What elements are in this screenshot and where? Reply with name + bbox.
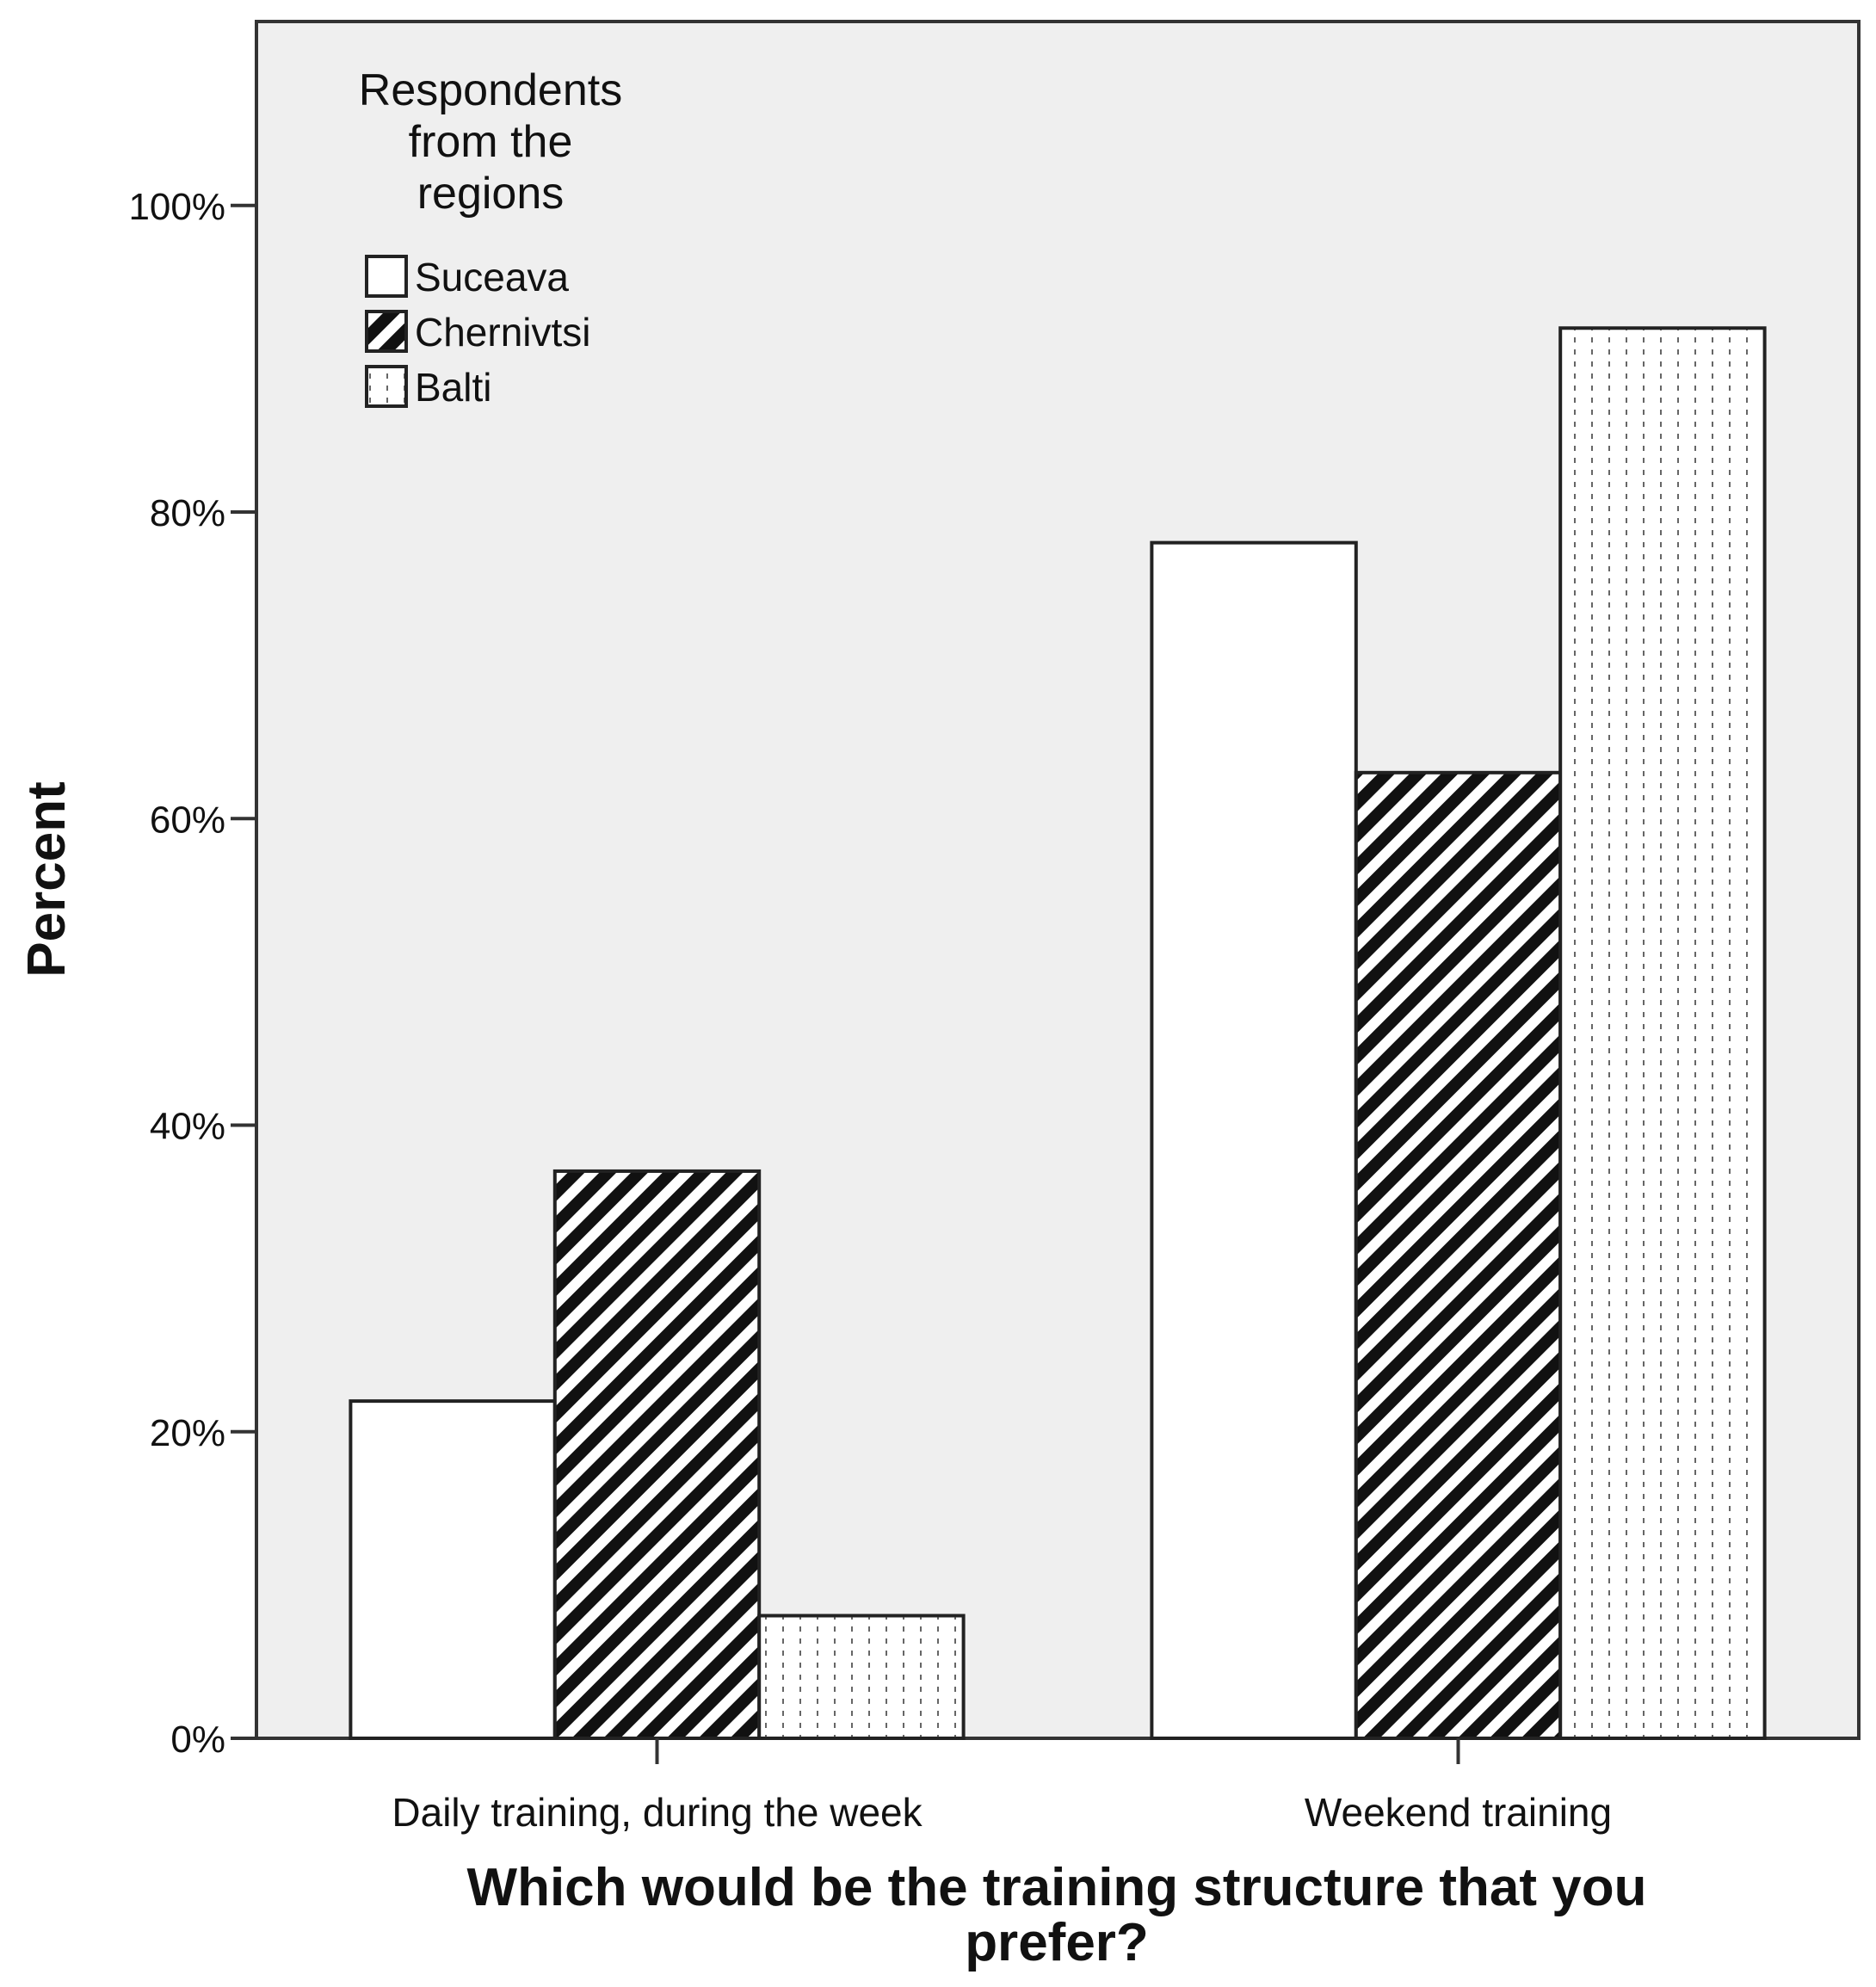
bar-chernivtsi-1: [552, 1169, 762, 1740]
x-axis: Daily training, during the week Weekend t…: [392, 1738, 1612, 1835]
legend-swatch-balti: [365, 365, 408, 408]
bar-balti-2: [1558, 326, 1767, 1740]
x-axis-label-line-1: Which would be the training structure th…: [467, 1858, 1647, 1917]
y-axis: 0% 20% 40% 60% 80% 100%: [128, 186, 256, 1761]
legend-label-suceava: Suceava: [415, 255, 569, 299]
bar-balti-1: [757, 1614, 966, 1740]
bar-suceava-1: [349, 1399, 557, 1740]
y-tick-label: 40%: [150, 1106, 225, 1148]
x-tick-label: Daily training, during the week: [392, 1790, 923, 1835]
legend-label-chernivtsi: Chernivtsi: [415, 310, 591, 355]
legend-title-line-1: Respondents: [359, 65, 622, 115]
legend-title-line-3: regions: [417, 169, 565, 219]
y-tick-label: 0%: [170, 1719, 225, 1761]
x-tick-label: Weekend training: [1305, 1790, 1612, 1835]
y-tick-label: 80%: [150, 492, 225, 534]
legend-swatch-suceava: [365, 255, 408, 298]
y-axis-label: Percent: [17, 781, 77, 977]
legend: Respondents from the regions Suceava Cher…: [359, 65, 622, 410]
bar-suceava-2: [1150, 540, 1358, 1740]
legend-items: Suceava Chernivtsi Balti: [365, 255, 591, 410]
y-tick-label: 60%: [150, 799, 225, 841]
legend-label-balti: Balti: [415, 365, 491, 410]
bars: [349, 326, 1767, 1740]
legend-swatch-chernivtsi: [365, 310, 408, 353]
x-axis-label-line-2: prefer?: [965, 1913, 1149, 1972]
bar-chernivtsi-2: [1354, 770, 1563, 1740]
y-tick-label: 20%: [150, 1412, 225, 1454]
y-tick-label: 100%: [128, 186, 225, 228]
legend-title-line-2: from the: [409, 117, 573, 167]
